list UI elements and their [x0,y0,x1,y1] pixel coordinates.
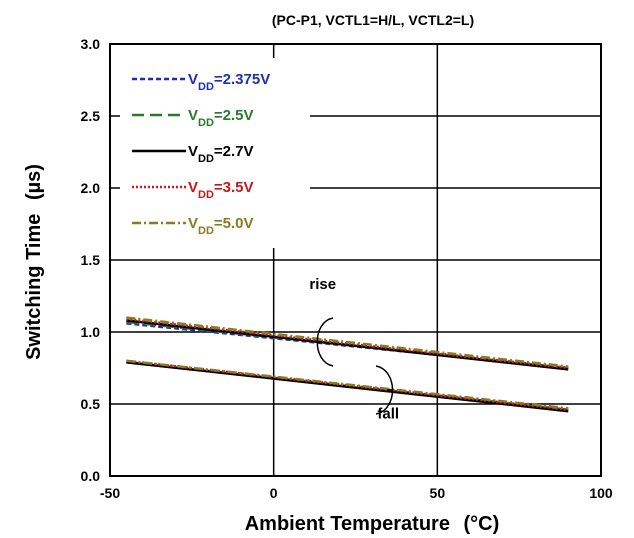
y-axis-ticks: 0.0 0.5 1.0 1.5 2.0 2.5 3.0 [81,36,101,484]
y-tick-label: 3.0 [81,36,101,52]
y-tick-label: 2.5 [81,108,101,124]
x-axis-ticks: -50 0 50 100 [100,485,613,501]
annotation-rise: rise [309,276,336,293]
series-line-rise [126,317,569,370]
legend-label-sub: DD [198,225,214,237]
legend-label-main: V [188,107,198,124]
legend-label: VDD=2.5V [188,107,254,129]
series-line-rise [126,319,569,371]
legend-label-rest: =2.5V [214,107,254,124]
annotation-fall: fall [377,405,399,422]
y-axis-title-text: Switching Time [23,214,45,360]
legend-background [120,58,310,248]
series-lines [126,316,569,413]
legend-label-sub: DD [198,189,214,201]
y-axis-title: Switching Time (µs) [23,164,45,360]
fall-bracket [375,365,394,415]
legend-label-main: V [188,71,198,88]
legend-label: VDD=2.7V [188,143,254,165]
annotations: rise fall [309,276,399,423]
legend-label: VDD=5.0V [188,215,254,237]
legend-label-main: V [188,179,198,196]
series-line-fall [126,359,569,410]
x-axis-title: Ambient Temperature (°C) [245,513,500,535]
y-tick-label: 0.5 [81,396,101,412]
legend-label-main: V [188,143,198,160]
y-axis-title-unit: (µs) [23,164,45,200]
series-line-rise [126,316,569,368]
legend-label-rest: =2.7V [214,143,254,160]
plot-frame [109,43,602,477]
legend-label-rest: =2.375V [214,71,270,88]
legend-label-main: V [188,215,198,232]
chart-subtitle: (PC-P1, VCTL1=H/L, VCTL2=L) [272,12,474,28]
legend: VDD=2.375VVDD=2.5VVDD=2.7VVDD=3.5VVDD=5.… [120,58,310,248]
y-tick-label: 1.5 [81,252,101,268]
legend-label: VDD=2.375V [188,71,270,93]
legend-label: VDD=3.5V [188,179,254,201]
x-tick-label: 0 [270,485,278,501]
x-axis-title-unit: (°C) [464,513,500,535]
legend-label-rest: =3.5V [214,179,254,196]
legend-label-sub: DD [198,81,214,93]
legend-label-sub: DD [198,117,214,129]
y-tick-label: 2.0 [81,180,101,196]
x-tick-label: -50 [100,485,120,501]
x-axis-title-text: Ambient Temperature [245,513,450,535]
legend-label-sub: DD [198,153,214,165]
x-tick-label: 100 [589,485,613,501]
series-line-fall [126,360,569,413]
y-tick-label: 0.0 [81,468,101,484]
y-tick-label: 1.0 [81,324,101,340]
legend-label-rest: =5.0V [214,215,254,232]
x-tick-label: 50 [430,485,446,501]
